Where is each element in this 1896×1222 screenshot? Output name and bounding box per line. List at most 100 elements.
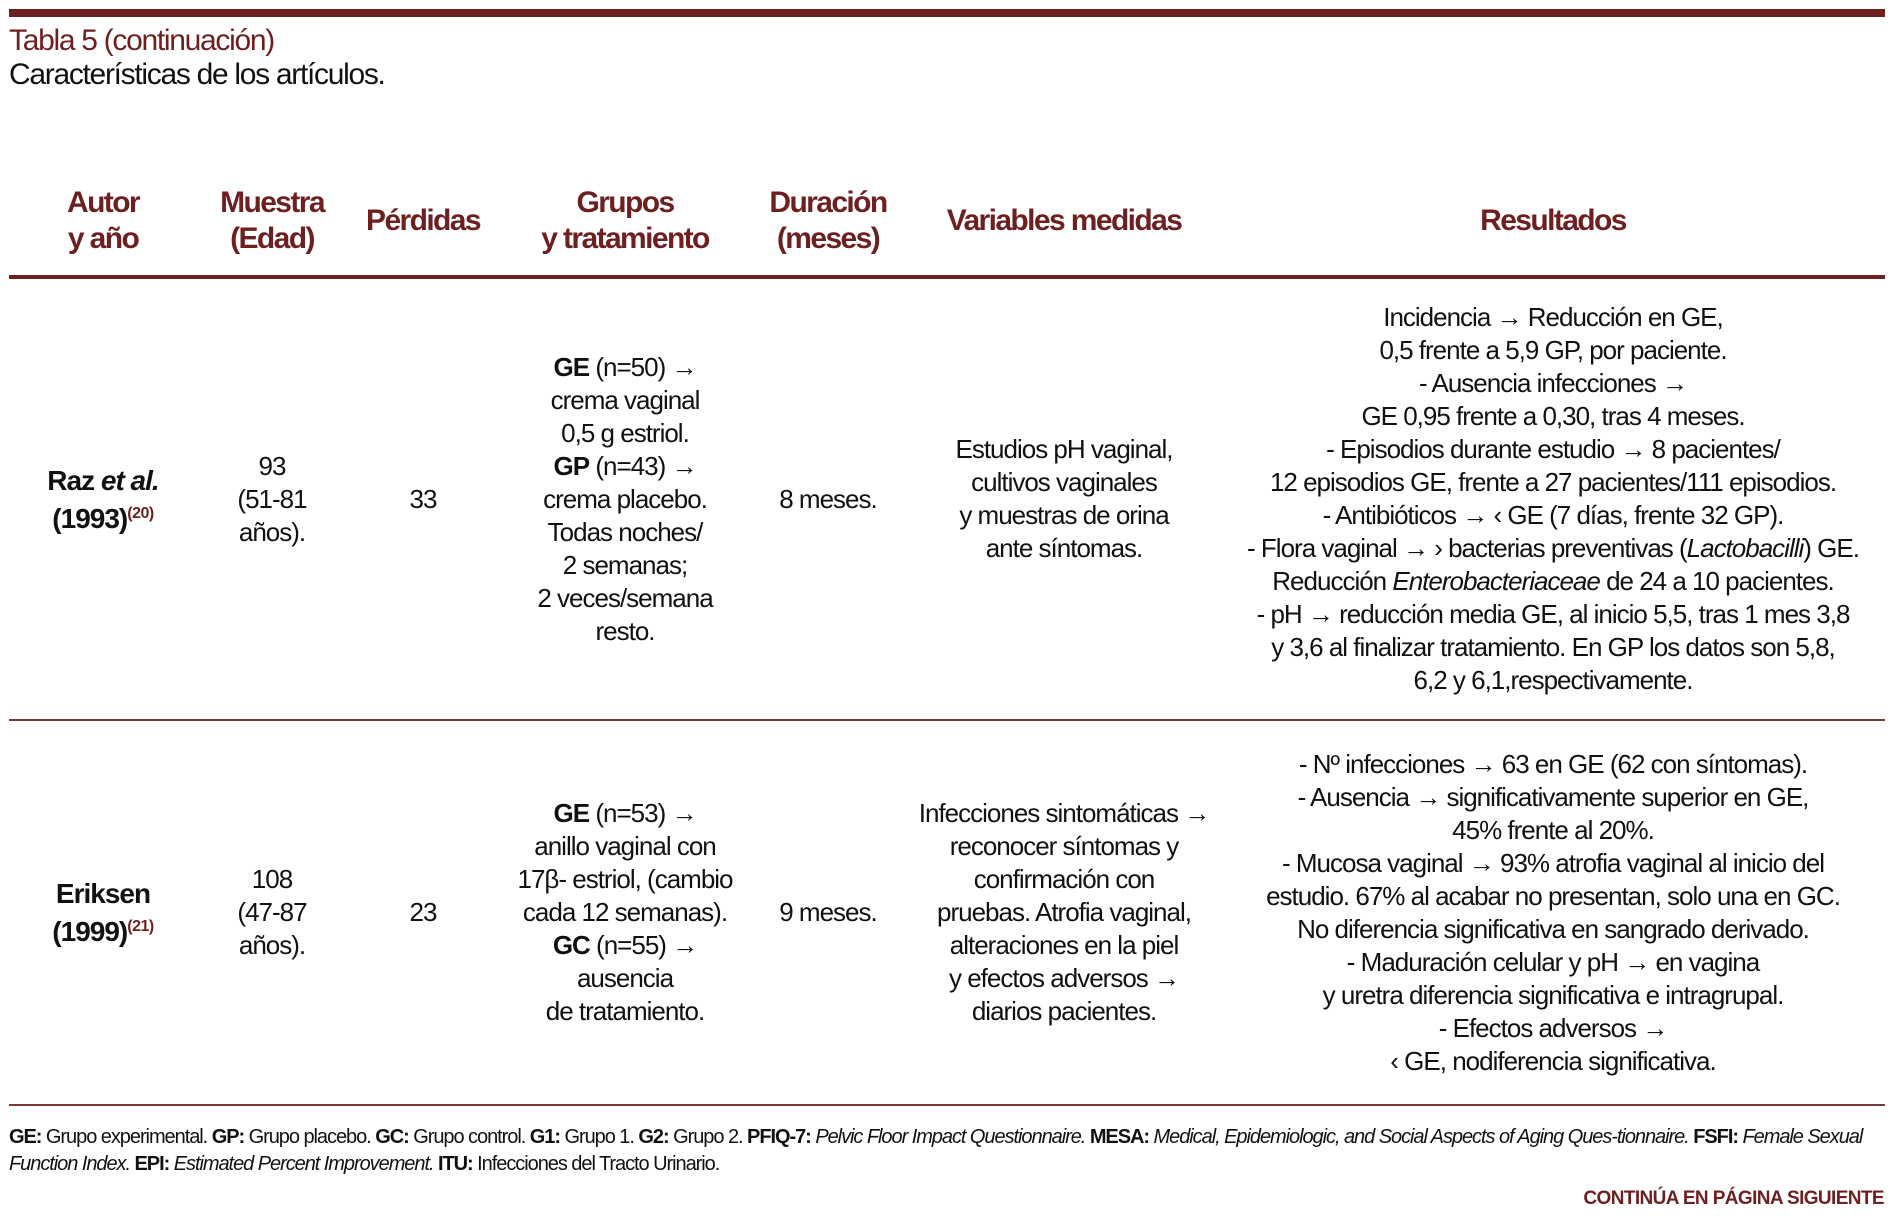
cell-line: Incidencia → Reducción en GE, [1383, 302, 1724, 332]
text: (n=43) → [589, 450, 697, 481]
header-rule [9, 275, 1885, 279]
text: Reducción [1272, 566, 1393, 596]
cell-line: reconocer síntomas y [949, 831, 1180, 861]
header-results: Resultados [1480, 204, 1627, 237]
cell-line: GE (n=53) → [553, 797, 698, 830]
italic-text: Female Sexual Function Index. [9, 1126, 1863, 1175]
header-author-year: Autor y año [67, 186, 141, 255]
bold-text: GE [553, 351, 591, 382]
cell-line: y 3,6 al finalizar tratamiento. En GP lo… [1271, 632, 1836, 662]
bold-text: FSFI: [1693, 1126, 1739, 1148]
cell-line: 8 meses. [779, 483, 877, 514]
cell-line: - Maduración celular y pH → en vagina [1346, 946, 1760, 977]
cell-line: resto. [595, 615, 655, 646]
cell-line: GE (n=50) → [553, 351, 698, 384]
text: (21) [127, 918, 154, 935]
cell-line: 2 veces/semana [537, 582, 713, 613]
cell-line: 0,5 frente a 5,9 GP, por paciente. [1379, 335, 1727, 365]
sample-cell: 108 (47-87 años). [237, 721, 307, 1104]
cell-line: crema vaginal [550, 384, 701, 415]
italic-text: Estimated Percent Improvement. [173, 1153, 435, 1175]
cell-line: - Antibióticos → ‹ GE (7 días, frente 32… [1322, 500, 1785, 530]
cell-line: - Flora vaginal → › bacterias preventiva… [1247, 532, 1860, 565]
cell-line: - Mucosa vaginal → 93% atrofia vaginal a… [1282, 847, 1825, 878]
italic-text: Lactobacilli [1686, 533, 1805, 563]
cell-line: 12 episodios GE, frente a 27 pacientes/1… [1269, 467, 1837, 497]
text: Grupo placebo. [244, 1126, 376, 1148]
bold-text: GP: [211, 1126, 245, 1148]
bold-text: GE [553, 798, 591, 828]
text: - Flora vaginal → › bacterias preventiva… [1247, 533, 1688, 563]
table-row: Raz et al. (1993)(20) 93 (51-81 años). 33 GE (… [0, 279, 1896, 719]
cell-line: GC (n=55) → [552, 929, 698, 962]
top-border-bar [9, 9, 1885, 17]
cell-line: estudio. 67% al acabar no presentan, sol… [1266, 880, 1841, 911]
cell-line: - pH → reducción media GE, al inicio 5,5… [1256, 599, 1851, 629]
cell-line: 23 [409, 897, 438, 927]
text: Raz [47, 464, 101, 496]
cell-line: 17β- estriol, (cambio [517, 864, 733, 894]
cell-line: y efectos adversos → [949, 963, 1180, 993]
text: (n=50) → [589, 351, 697, 382]
duration-cell: 8 meses. [779, 279, 877, 719]
cell-line: (47-87 [237, 897, 307, 927]
cell-line: cultivos vaginales [971, 467, 1158, 497]
text: (n=53) → [589, 798, 697, 828]
cell-line: - Ausencia → significativamente superior… [1297, 781, 1810, 812]
cell-line: años). [238, 930, 306, 960]
cell-line: diarios pacientes. [971, 996, 1157, 1026]
cell-line: 9 meses. [779, 897, 877, 927]
cell-line: ante síntomas. [985, 533, 1144, 563]
italic-text: Enterobacteriaceae [1392, 566, 1600, 596]
groups-cell: GE (n=50) → crema vaginal 0,5 g estriol. GP… [537, 279, 713, 719]
header-groups: Grupos y tratamiento [541, 186, 710, 255]
text: ) GE. [1803, 533, 1860, 563]
bold-text: GC [552, 930, 591, 960]
losses-cell: 33 [409, 279, 438, 719]
cell-line: - Nº infecciones → 63 en GE (62 con sínt… [1298, 748, 1808, 779]
bold-text: ITU: [437, 1153, 474, 1175]
italic-text: Medical, Epidemiologic, and Social Aspec… [1153, 1126, 1690, 1148]
cell-line: y muestras de orina [959, 500, 1169, 530]
bold-text: GP [553, 450, 591, 481]
bold-text: MESA: [1089, 1126, 1150, 1148]
italic-text: Pelvic Floor Impact Questionnaire. [815, 1126, 1086, 1148]
text: Infecciones del Tracto Urinario. [472, 1153, 720, 1175]
header-duration: Duración (meses) [769, 186, 888, 255]
cell-line: confirmación con [973, 864, 1156, 894]
cell-line: 33 [409, 483, 438, 514]
duration-cell: 9 meses. [779, 721, 877, 1104]
variables-cell: Estudios pH vaginal, cultivos vaginales y … [955, 279, 1173, 719]
header-losses: Pérdidas [366, 204, 482, 237]
results-cell: - Nº infecciones → 63 en GE (62 con sínt… [1266, 721, 1841, 1104]
losses-cell: 23 [409, 721, 438, 1104]
bold-text: G2: [638, 1126, 669, 1148]
footnote-abbreviations: GE: Grupo experimental. GP: Grupo placeb… [9, 1124, 1896, 1178]
cell-line: crema placebo. [543, 483, 708, 514]
bottom-rule [9, 1104, 1885, 1106]
cell-line: cada 12 semanas). [522, 897, 728, 927]
table-title: Tabla 5 (continuación) [9, 24, 275, 57]
author-name: Eriksen [55, 877, 151, 910]
variables-cell: Infecciones sintomáticas → reconocer sínt… [918, 721, 1210, 1104]
cell-line: 2 semanas; [562, 549, 688, 580]
cell-line: - Episodios durante estudio → 8 paciente… [1326, 434, 1781, 464]
header-sample: Muestra (Edad) [220, 186, 325, 255]
bold-text: EPI: [134, 1153, 171, 1175]
bold-text: PFIQ-7: [747, 1126, 812, 1148]
cell-line: de tratamiento. [545, 996, 705, 1026]
text: Eriksen [55, 878, 151, 909]
continue-next-page: CONTINÚA EN PÁGINA SIGUIENTE [1583, 1188, 1884, 1209]
bold-text: G1: [529, 1126, 561, 1148]
bold-text: GE: [9, 1126, 42, 1148]
cell-line: 0,5 g estriol. [561, 417, 690, 448]
cell-line: 6,2 y 6,1,respectivamente. [1413, 665, 1694, 695]
text: Grupo 2. [668, 1126, 748, 1148]
header-variables: Variables medidas [946, 204, 1183, 237]
cell-line: GE 0,95 frente a 0,30, tras 4 meses. [1361, 401, 1745, 431]
author-name: Raz et al. [47, 464, 159, 497]
groups-cell: GE (n=53) → anillo vaginal con 17β- estrio… [517, 721, 733, 1104]
text: Grupo 1. [559, 1126, 639, 1148]
cell-line: Infecciones sintomáticas → [918, 798, 1210, 828]
cell-line: GP (n=43) → [553, 450, 698, 483]
